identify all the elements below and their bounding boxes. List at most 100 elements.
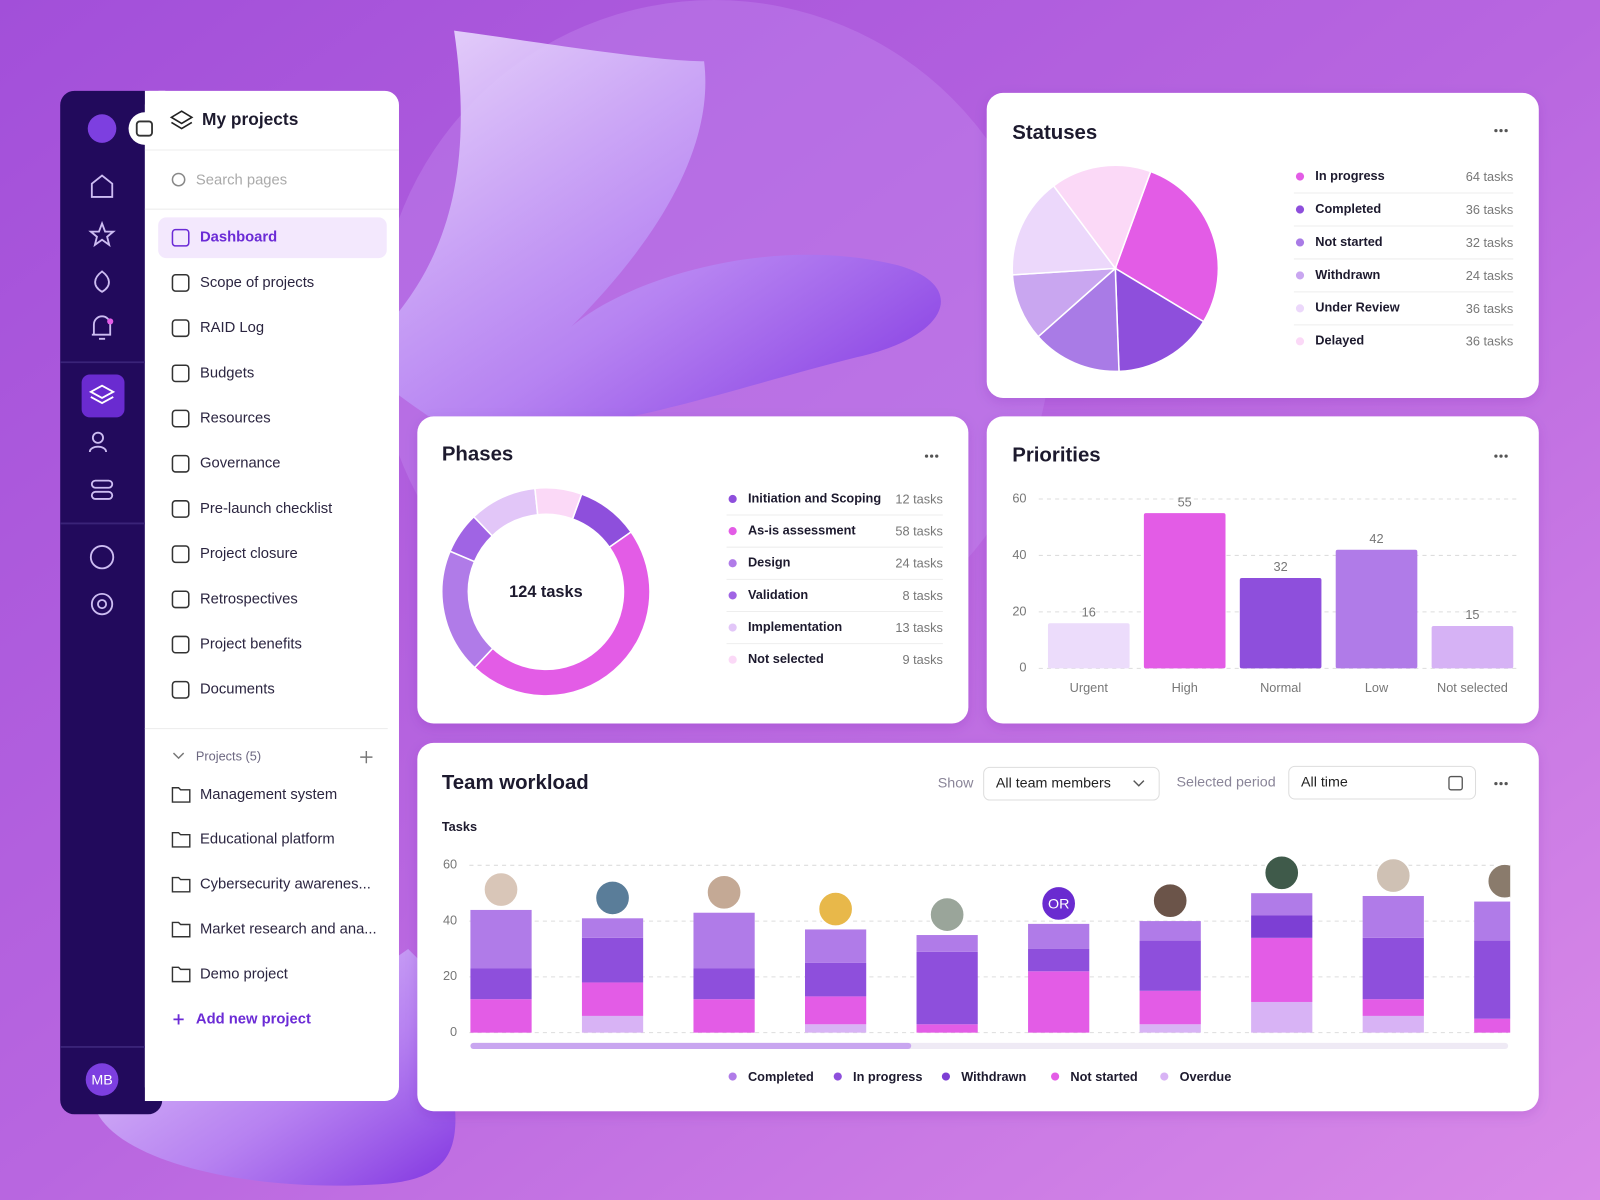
slice	[1011, 267, 1118, 338]
x-tick-label: High	[1172, 680, 1198, 695]
bar-segment	[1474, 901, 1511, 941]
project-item[interactable]: Cybersecurity awarenes...	[200, 877, 371, 893]
more-menu[interactable]	[924, 454, 929, 458]
legend-label: Completed	[748, 1069, 814, 1084]
bar-segment	[804, 1024, 867, 1033]
project-item[interactable]: Educational platform	[200, 832, 335, 848]
add-icon[interactable]	[360, 751, 373, 764]
more-menu[interactable]	[935, 454, 939, 458]
legend-label: Initiation and Scoping	[748, 490, 881, 505]
bar-segment	[1362, 937, 1424, 1000]
more-menu[interactable]	[1499, 128, 1503, 133]
legend-dot	[1295, 304, 1305, 313]
nav-item[interactable]: Documents	[200, 682, 275, 698]
nav-item[interactable]: Project closure	[200, 546, 298, 562]
bar-segment	[1474, 940, 1511, 1019]
more-menu[interactable]	[1499, 454, 1503, 458]
legend-label: Delayed	[1315, 333, 1364, 348]
nav-item[interactable]: Pre-launch checklist	[200, 501, 332, 517]
nav-item[interactable]: RAID Log	[200, 320, 264, 336]
bar-value: 42	[1369, 531, 1383, 546]
bar-segment	[1139, 921, 1201, 941]
folder-icon	[171, 921, 191, 938]
bar-segment	[1362, 895, 1424, 938]
bar-segment	[1028, 948, 1090, 972]
scroll-thumb[interactable]	[470, 1042, 912, 1049]
legend-value: 9 tasks	[902, 652, 942, 667]
more-menu[interactable]	[1494, 128, 1498, 133]
nav-item[interactable]: Governance	[200, 456, 281, 472]
legend-dot	[1295, 238, 1305, 247]
more-menu[interactable]	[1499, 782, 1503, 786]
bar-segment	[1251, 893, 1313, 916]
x-tick-label: Not selected	[1437, 680, 1508, 695]
nav-item[interactable]: Dashboard	[200, 230, 277, 246]
bar-segment	[1139, 940, 1201, 991]
legend-dot	[1295, 271, 1305, 280]
bar-segment	[581, 982, 644, 1016]
nav-item[interactable]: Scope of projects	[200, 275, 314, 291]
legend-label: Under Review	[1315, 300, 1399, 315]
project-item[interactable]: Market research and ana...	[200, 921, 377, 937]
y-tick-label: 60	[443, 857, 457, 872]
legend-dot	[728, 494, 737, 504]
legend-label: Implementation	[748, 619, 842, 634]
search-input[interactable]: Search pages	[196, 173, 287, 189]
dropdown-value[interactable]: All team members	[996, 775, 1111, 791]
legend-value: 32 tasks	[1466, 235, 1513, 250]
bar-segment	[1474, 1018, 1511, 1033]
avatar	[928, 896, 966, 933]
bar-segment	[693, 912, 755, 969]
card-title: Team workload	[442, 772, 589, 794]
nav-icon	[171, 364, 190, 383]
legend-dot	[1295, 205, 1305, 214]
plot-area: OR	[470, 854, 1511, 1033]
more-menu[interactable]	[1504, 128, 1508, 133]
legend-dot	[1295, 172, 1305, 181]
more-menu[interactable]	[1504, 454, 1508, 458]
period-picker[interactable]	[1288, 765, 1477, 800]
member-dropdown[interactable]	[983, 766, 1160, 801]
bar-segment	[1362, 1015, 1424, 1033]
nav-title: My projects	[202, 109, 298, 129]
project-item[interactable]: Demo project	[200, 966, 288, 982]
add-project[interactable]: Add new project	[196, 1011, 311, 1027]
add-icon[interactable]	[173, 1014, 184, 1025]
nav-icon	[171, 590, 190, 609]
legend-value: 12 tasks	[895, 491, 942, 506]
slice	[1052, 164, 1152, 270]
donut-total: 124 tasks	[509, 583, 582, 601]
folder-icon	[171, 966, 191, 983]
bar-segment	[804, 962, 867, 997]
picker-value[interactable]: All time	[1301, 774, 1348, 790]
bar-segment	[1028, 971, 1090, 1033]
legend-label: Not started	[1315, 234, 1382, 249]
chevron[interactable]	[172, 752, 185, 760]
user-avatar[interactable]: MB	[91, 1072, 112, 1088]
nav-item[interactable]: Project benefits	[200, 636, 302, 652]
more-menu[interactable]	[1494, 454, 1498, 458]
bar-value: 16	[1082, 604, 1096, 619]
nav-item[interactable]: Resources	[200, 410, 271, 426]
legend-label: Not selected	[748, 651, 824, 666]
bar	[1143, 513, 1226, 669]
legend-value: 58 tasks	[895, 524, 942, 539]
legend-dot	[728, 623, 737, 632]
legend-label: In progress	[853, 1069, 922, 1084]
more-menu[interactable]	[1494, 782, 1498, 786]
nav-item[interactable]: Budgets	[200, 365, 254, 381]
y-tick-label: 20	[1012, 603, 1026, 618]
nav-icon	[171, 545, 190, 564]
projects-header[interactable]: Projects (5)	[196, 749, 261, 764]
bar	[1239, 578, 1322, 669]
legend-dot	[728, 559, 737, 568]
project-item[interactable]: Management system	[200, 787, 337, 803]
nav-item[interactable]: Retrospectives	[200, 591, 298, 607]
bar-segment	[470, 909, 532, 969]
nav-icon	[171, 635, 190, 654]
more-menu[interactable]	[1504, 782, 1508, 786]
bar-segment	[1251, 915, 1313, 938]
legend-value: 36 tasks	[1466, 301, 1513, 316]
more-menu[interactable]	[929, 454, 934, 458]
